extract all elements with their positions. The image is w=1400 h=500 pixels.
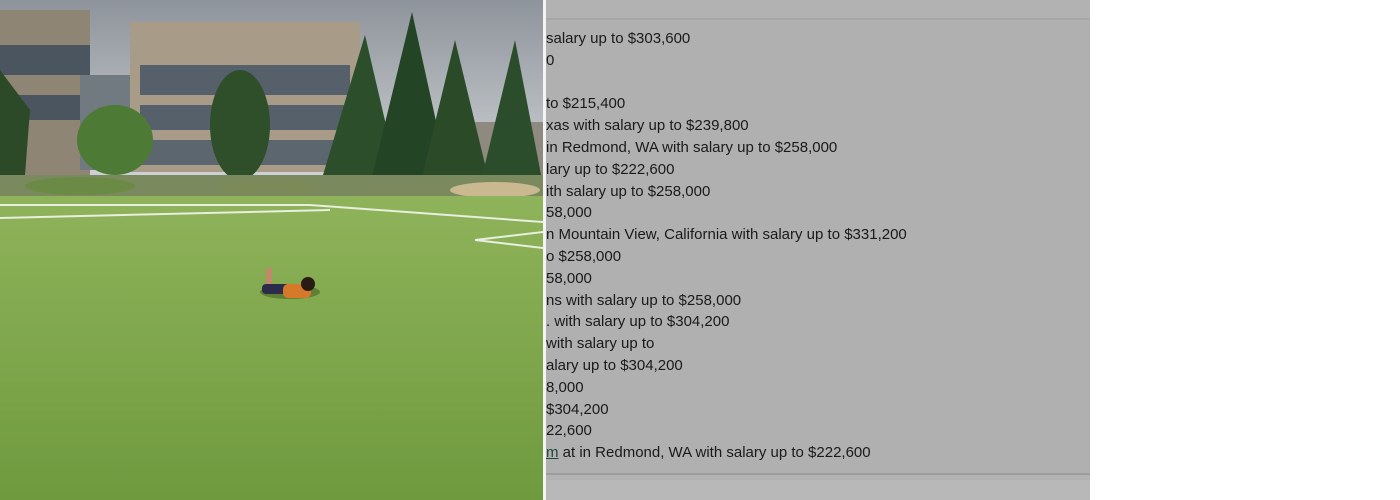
list-item: 58,000 (546, 204, 592, 222)
job-link[interactable]: m (546, 444, 559, 462)
list-item: 8,000 (546, 378, 584, 396)
list-item: lary up to $222,600 (546, 160, 675, 178)
list-item: in Redmond, WA with salary up to $258,00… (546, 138, 838, 156)
list-item: 58,000 (546, 269, 592, 287)
job-detail: at in Redmond, WA with salary up to $222… (558, 444, 871, 462)
list-item: m at in Redmond, WA with salary up to $2… (546, 442, 907, 464)
panel-top-bar (546, 0, 1090, 20)
list-item: with salary up to (546, 335, 655, 353)
list-item: $304,200 (546, 400, 609, 418)
photo-image (0, 0, 543, 500)
list-item: xas with salary up to $239,800 (546, 117, 749, 135)
list-item: n Mountain View, California with salary … (546, 226, 907, 244)
list-item: 0 (546, 51, 555, 69)
list-item: to $215,400 (546, 95, 626, 113)
list-item: o $258,000 (546, 247, 622, 265)
list-item: . with salary up to $304,200 (546, 313, 730, 331)
list-item: alary up to $304,200 (546, 356, 683, 374)
list-item: ns with salary up to $258,000 (546, 291, 742, 309)
list-item: ith salary up to $258,000 (546, 182, 711, 200)
campus-photo (0, 0, 543, 500)
pane-divider[interactable] (543, 0, 546, 500)
panel-bottom-bar (546, 473, 1090, 500)
list-item (546, 72, 907, 94)
job-list: salary up to $303,600 0 to $215,400 xas … (546, 28, 907, 464)
list-item: salary up to $303,600 (546, 30, 691, 47)
job-listing-panel: salary up to $303,600 0 to $215,400 xas … (546, 0, 1090, 500)
horizontal-scrollbar[interactable] (546, 480, 1090, 500)
list-item: 22,600 (546, 422, 592, 440)
